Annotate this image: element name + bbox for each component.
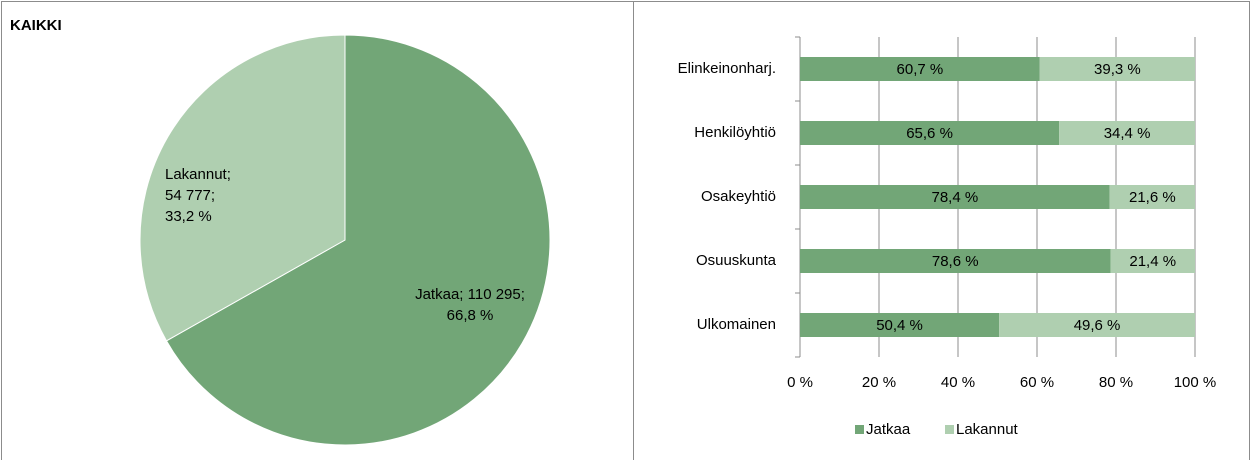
category-label: Osakeyhtiö xyxy=(701,188,776,205)
x-tick-label: 80 % xyxy=(1099,374,1133,391)
bar-panel xyxy=(633,1,1250,460)
legend-label: Lakannut xyxy=(956,421,1019,438)
x-tick-label: 100 % xyxy=(1174,374,1217,391)
legend-swatch xyxy=(945,425,954,434)
bar-segment xyxy=(1039,57,1195,81)
category-label: Ulkomainen xyxy=(697,316,776,333)
legend-label: Jatkaa xyxy=(866,421,911,438)
category-label: Elinkeinonharj. xyxy=(678,60,776,77)
bar-segment xyxy=(1110,249,1195,273)
bar-value-label: 60,7 % xyxy=(897,61,944,78)
bar-value-label: 65,6 % xyxy=(906,125,953,142)
x-tick-label: 20 % xyxy=(862,374,896,391)
bar-segment xyxy=(800,313,1000,337)
bar-value-label: 49,6 % xyxy=(1074,317,1121,334)
bar-segment xyxy=(1109,185,1195,209)
bar-segment xyxy=(800,121,1060,145)
bar-segment xyxy=(800,185,1110,209)
legend-swatch xyxy=(855,425,864,434)
bar-value-label: 21,6 % xyxy=(1129,189,1176,206)
x-tick-label: 0 % xyxy=(787,374,813,391)
bar-value-label: 39,3 % xyxy=(1094,61,1141,78)
category-label: Osuuskunta xyxy=(696,252,777,269)
bar-segment xyxy=(999,313,1195,337)
pie-label: Jatkaa; 110 295; 66,8 % xyxy=(415,286,525,324)
pie-title: KAIKKI xyxy=(10,17,62,34)
pie-slice xyxy=(165,34,551,446)
x-tick-label: 40 % xyxy=(941,374,975,391)
bar-value-label: 50,4 % xyxy=(876,317,923,334)
bar-value-label: 78,6 % xyxy=(932,253,979,270)
pie-label: Lakannut; 54 777; 33,2 % xyxy=(165,166,231,225)
category-label: Henkilöyhtiö xyxy=(694,124,776,141)
x-tick-label: 60 % xyxy=(1020,374,1054,391)
bar-segment xyxy=(800,249,1111,273)
bar-value-label: 34,4 % xyxy=(1104,125,1151,142)
bar-value-label: 21,4 % xyxy=(1129,253,1176,270)
bar-value-label: 78,4 % xyxy=(931,189,978,206)
bar-segment xyxy=(1059,121,1195,145)
pie-slice xyxy=(139,34,346,342)
bar-segment xyxy=(800,57,1040,81)
